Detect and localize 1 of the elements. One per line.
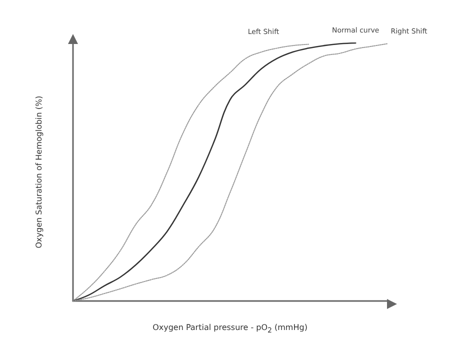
- y-axis-title: Oxygen Saturation of Hemoglobin (%): [34, 96, 44, 248]
